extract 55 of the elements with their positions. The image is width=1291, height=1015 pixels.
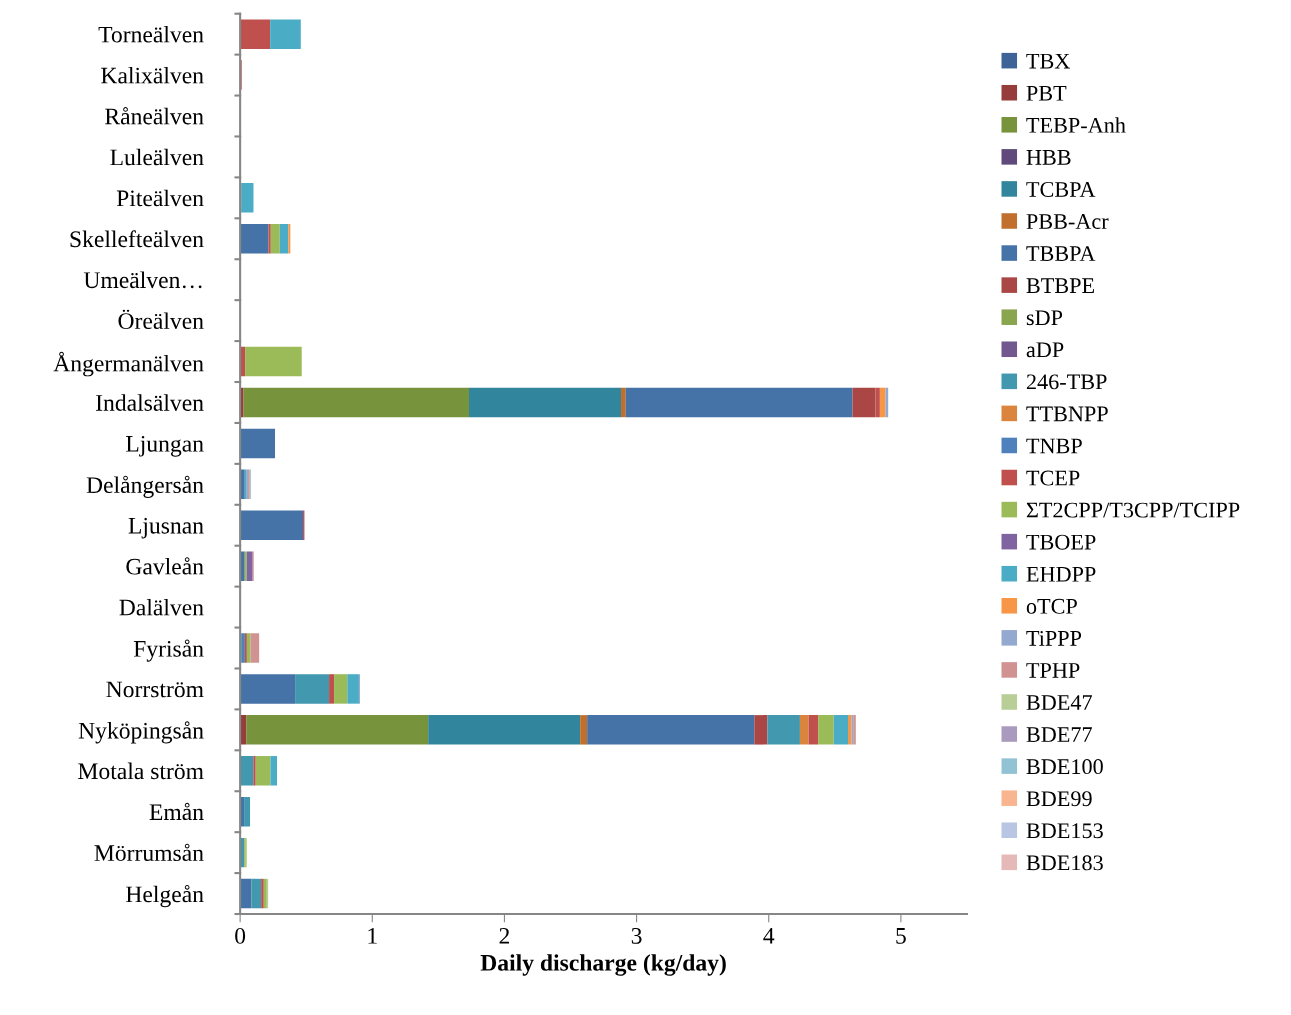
y-tick-label: Gavleån: [126, 557, 204, 575]
x-tick-label: 5: [896, 928, 906, 944]
y-tick-label: Råneälven: [105, 107, 204, 125]
y-tick-label: Fyrisån: [133, 639, 204, 662]
legend-label: 246-TBP: [1026, 374, 1107, 390]
legend-label: TPHP: [1026, 663, 1080, 678]
x-tick-label: 4: [763, 928, 775, 944]
legend-label: BDE77: [1026, 727, 1092, 742]
legend-label: TEBP-Anh: [1026, 117, 1126, 133]
legend-label: BDE99: [1026, 791, 1092, 807]
x-tick-label: 2: [499, 927, 510, 944]
legend-label: PBB-Acr: [1026, 214, 1109, 229]
legend-label: HBB: [1026, 150, 1071, 165]
legend-label: TCBPA: [1026, 181, 1096, 197]
legend-label: TBBPA: [1026, 246, 1096, 261]
y-tick-label: Helgeån: [126, 885, 204, 908]
y-tick-label: Nyköpingsån: [78, 721, 204, 744]
legend-label: ΣT2CPP/T3CPP/TCIPP: [1026, 502, 1240, 518]
y-tick-label: Torneälven: [98, 25, 204, 43]
legend-label: BDE47: [1026, 695, 1092, 710]
legend-label: BTBPE: [1026, 278, 1094, 293]
x-tick-label: 1: [368, 928, 377, 944]
y-tick-label: Luleälven: [110, 148, 204, 166]
y-tick-label: Ljungan: [126, 435, 204, 457]
y-tick-label: Mörrumsån: [94, 843, 204, 862]
x-tick-label: 0: [235, 927, 246, 944]
y-tick-label: Norrström: [106, 681, 204, 698]
y-tick-label: Ljusnan: [128, 517, 204, 539]
legend-label: BDE153: [1026, 823, 1103, 839]
legend-label: TNBP: [1026, 438, 1082, 454]
y-tick-label: Indalsälven: [96, 394, 204, 411]
y-tick-label: Kalixälven: [101, 66, 204, 84]
legend-label: PBT: [1026, 85, 1067, 101]
y-tick-label: Piteälven: [116, 189, 204, 207]
legend-label: EHDPP: [1026, 566, 1096, 582]
legend-label: sDP: [1026, 310, 1063, 326]
y-tick-label: Skellefteälven: [70, 230, 204, 248]
y-tick-label: Emån: [149, 802, 204, 821]
y-tick-label: Dalälven: [119, 598, 204, 616]
x-tick-label: 3: [631, 927, 642, 944]
legend-label: TBX: [1026, 53, 1070, 69]
legend-label: BDE100: [1026, 759, 1103, 775]
legend-label: TCEP: [1026, 470, 1080, 486]
legend-label: TTBNPP: [1026, 406, 1108, 422]
legend-label: TBOEP: [1026, 534, 1096, 550]
y-tick-label: Ångermanälven: [53, 351, 204, 377]
x-axis-title: Daily discharge (kg/day): [480, 954, 726, 976]
legend-label: aDP: [1026, 342, 1064, 358]
y-tick-label: Öreälven: [118, 309, 204, 330]
legend-label: BDE183: [1026, 855, 1103, 871]
legend-label: oTCP: [1026, 598, 1077, 614]
y-tick-label: Delångersån: [86, 475, 204, 498]
y-tick-label: Motala ström: [78, 762, 204, 780]
legend-label: TiPPP: [1026, 630, 1082, 646]
y-tick-label: Umeälven…: [83, 271, 202, 289]
